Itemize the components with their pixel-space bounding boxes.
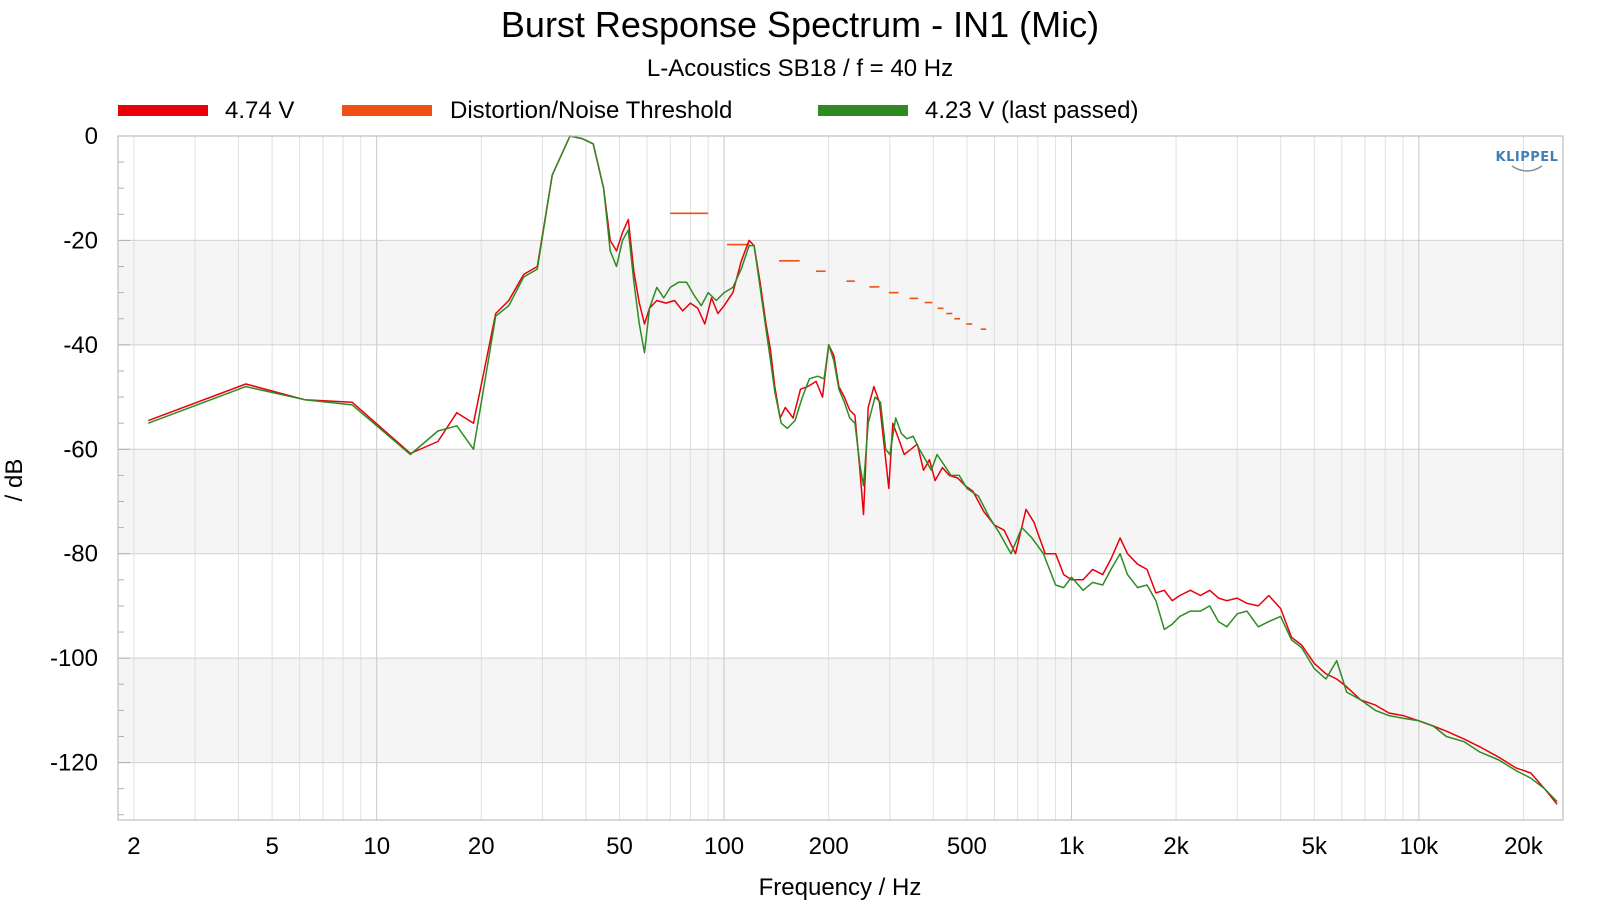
x-tick-label: 5k bbox=[1302, 833, 1328, 860]
plot-band bbox=[118, 658, 1563, 763]
y-axis-label: / dB bbox=[1, 459, 28, 502]
series-line-3 bbox=[148, 135, 1558, 803]
x-tick-label: 2 bbox=[127, 833, 140, 860]
x-tick-label: 2k bbox=[1163, 833, 1189, 860]
x-tick-label: 1k bbox=[1059, 833, 1085, 860]
y-tick-label: 0 bbox=[85, 123, 98, 150]
legend: 4.74 V Distortion/Noise Threshold 4.23 V… bbox=[118, 97, 1138, 124]
gridlines bbox=[118, 135, 1563, 820]
x-tick-label: 50 bbox=[606, 833, 633, 860]
klippel-logo-swoosh bbox=[1511, 165, 1543, 172]
y-tick-label: -120 bbox=[50, 750, 98, 777]
y-tick-label: -80 bbox=[63, 541, 98, 568]
y-tick-label: -60 bbox=[63, 436, 98, 463]
x-tick-label: 10 bbox=[363, 833, 390, 860]
y-tick-label: -40 bbox=[63, 332, 98, 359]
y-tick-label: -20 bbox=[63, 227, 98, 254]
x-axis-label: Frequency / Hz bbox=[759, 874, 922, 900]
legend-swatch-series-3 bbox=[818, 105, 908, 116]
x-axis-ticks: 2 5 10 20 50 100 200 500 1k 2k 5k 10k 20k bbox=[127, 833, 1544, 860]
klippel-logo: KLIPPEL bbox=[1496, 150, 1559, 172]
legend-swatch-series-1 bbox=[118, 105, 208, 116]
x-tick-label: 100 bbox=[704, 833, 744, 860]
legend-label-series-1: 4.74 V bbox=[225, 97, 294, 124]
plot-frame bbox=[117, 135, 1564, 821]
y-axis-ticks: 0 -20 -40 -60 -80 -100 -120 bbox=[50, 123, 98, 777]
legend-swatch-series-2 bbox=[342, 105, 432, 116]
plot-band bbox=[118, 240, 1563, 345]
x-tick-label: 500 bbox=[947, 833, 987, 860]
series-layer bbox=[148, 135, 1558, 805]
legend-label-series-2: Distortion/Noise Threshold bbox=[450, 97, 732, 124]
x-tick-label: 5 bbox=[265, 833, 278, 860]
x-tick-label: 20k bbox=[1504, 833, 1544, 860]
legend-label-series-3: 4.23 V (last passed) bbox=[925, 97, 1138, 124]
x-tick-label: 200 bbox=[809, 833, 849, 860]
klippel-logo-text: KLIPPEL bbox=[1496, 150, 1559, 165]
y-tick-label: -100 bbox=[50, 645, 98, 672]
x-tick-label: 10k bbox=[1399, 833, 1439, 860]
x-tick-label: 20 bbox=[468, 833, 495, 860]
chart-subtitle: L-Acoustics SB18 / f = 40 Hz bbox=[647, 55, 953, 82]
chart-title: Burst Response Spectrum - IN1 (Mic) bbox=[501, 4, 1099, 45]
plot-band bbox=[118, 449, 1563, 554]
plot-bands bbox=[118, 240, 1563, 763]
series-line-1 bbox=[148, 135, 1558, 805]
